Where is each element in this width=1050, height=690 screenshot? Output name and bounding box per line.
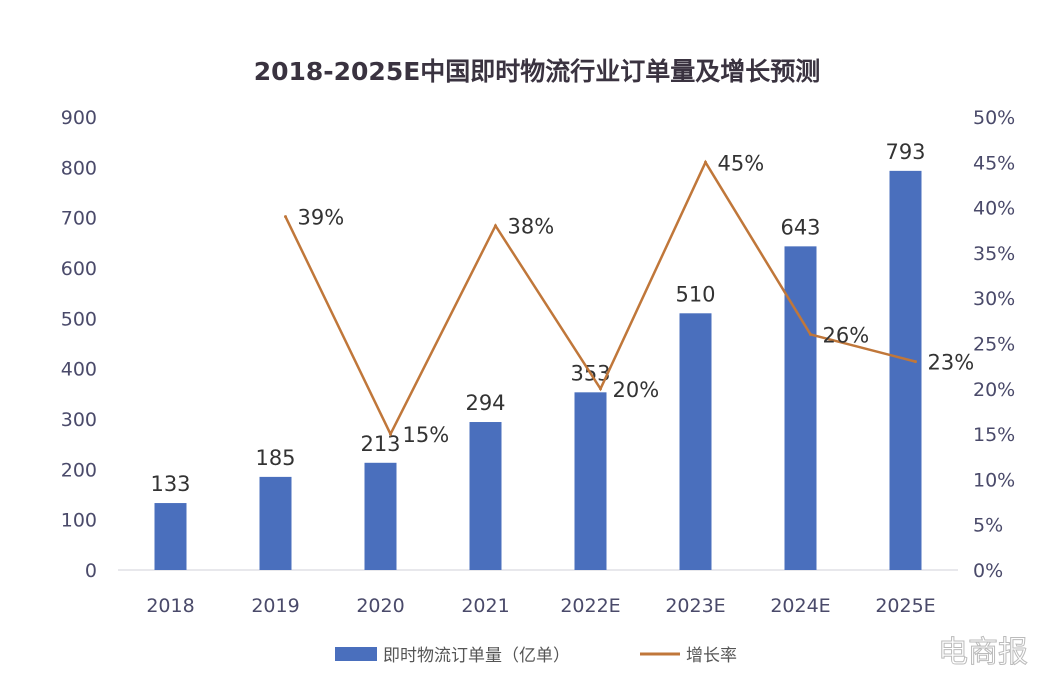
legend: 即时物流订单量（亿单） 增长率 xyxy=(335,646,737,666)
bar-data-label: 185 xyxy=(255,446,295,470)
left-axis-tick-label: 0 xyxy=(85,560,97,582)
legend-label-bar: 即时物流订单量（亿单） xyxy=(383,646,570,666)
growth-rate-point xyxy=(599,387,602,391)
right-axis-tick-label: 50% xyxy=(973,107,1015,129)
legend-swatch-bar xyxy=(335,647,377,661)
growth-rate-point xyxy=(389,432,392,436)
growth-rate-data-label: 38% xyxy=(508,215,555,239)
growth-rate-data-label: 26% xyxy=(823,323,870,347)
bar xyxy=(259,476,292,570)
growth-rate-point xyxy=(704,160,707,164)
left-axis-tick-label: 900 xyxy=(61,107,97,129)
right-axis-tick-label: 45% xyxy=(973,152,1015,174)
x-axis-tick-label: 2020 xyxy=(356,595,404,617)
x-axis-tick-label: 2018 xyxy=(146,595,194,617)
bar xyxy=(364,462,397,570)
bar xyxy=(784,246,817,570)
x-axis-tick-label: 2021 xyxy=(461,595,509,617)
left-axis-tick-label: 700 xyxy=(61,208,97,230)
left-axis-tick-label: 500 xyxy=(61,308,97,330)
chart-title: 2018-2025E中国即时物流行业订单量及增长预测 xyxy=(254,57,821,86)
x-axis-tick-label: 2024E xyxy=(770,595,830,617)
right-axis-tick-label: 40% xyxy=(973,198,1015,220)
x-axis-tick-label: 2022E xyxy=(560,595,620,617)
bar xyxy=(469,422,502,570)
growth-rate-data-label: 39% xyxy=(298,206,345,230)
bar xyxy=(889,170,922,570)
watermark: 电商报 xyxy=(938,635,1028,670)
bar-data-label: 643 xyxy=(780,215,820,239)
left-axis-tick-label: 600 xyxy=(61,258,97,280)
left-axis-tick-label: 300 xyxy=(61,409,97,431)
growth-rate-point xyxy=(914,360,917,364)
x-axis-tick-label: 2023E xyxy=(665,595,725,617)
bar-data-label: 294 xyxy=(465,391,505,415)
growth-rate-point xyxy=(809,332,812,336)
right-axis-tick-label: 10% xyxy=(973,469,1015,491)
bar xyxy=(679,313,712,570)
plot-area: 0 100 200 300 400 500 600 700 800 900 0% 5% 10% 15% 20… xyxy=(61,107,1016,617)
growth-rate-data-label: 23% xyxy=(928,351,975,375)
growth-rate-data-label: 15% xyxy=(403,423,450,447)
right-axis-tick-label: 15% xyxy=(973,424,1015,446)
growth-rate-data-label: 45% xyxy=(718,151,765,175)
bar-data-label: 133 xyxy=(150,472,190,496)
x-axis-tick-label: 2019 xyxy=(251,595,299,617)
right-axis-tick-label: 5% xyxy=(973,515,1003,537)
bar xyxy=(154,503,187,570)
growth-rate-point xyxy=(284,215,287,219)
bar-data-label: 213 xyxy=(360,432,400,456)
bar xyxy=(574,392,607,570)
bar-data-label: 793 xyxy=(885,140,925,164)
right-axis-tick-label: 30% xyxy=(973,288,1015,310)
growth-rate-data-label: 20% xyxy=(613,378,660,402)
legend-label-line: 增长率 xyxy=(686,646,737,666)
bar-data-label: 510 xyxy=(675,282,715,306)
right-axis-tick-label: 25% xyxy=(973,334,1015,356)
right-axis-tick-label: 20% xyxy=(973,379,1015,401)
growth-rate-point xyxy=(494,224,497,228)
x-axis-tick-label: 2025E xyxy=(875,595,935,617)
right-axis-tick-label: 0% xyxy=(973,560,1003,582)
left-axis-tick-label: 100 xyxy=(61,510,97,532)
left-axis-tick-label: 200 xyxy=(61,459,97,481)
right-axis-tick-label: 35% xyxy=(973,243,1015,265)
left-axis-tick-label: 800 xyxy=(61,157,97,179)
left-axis-tick-label: 400 xyxy=(61,359,97,381)
